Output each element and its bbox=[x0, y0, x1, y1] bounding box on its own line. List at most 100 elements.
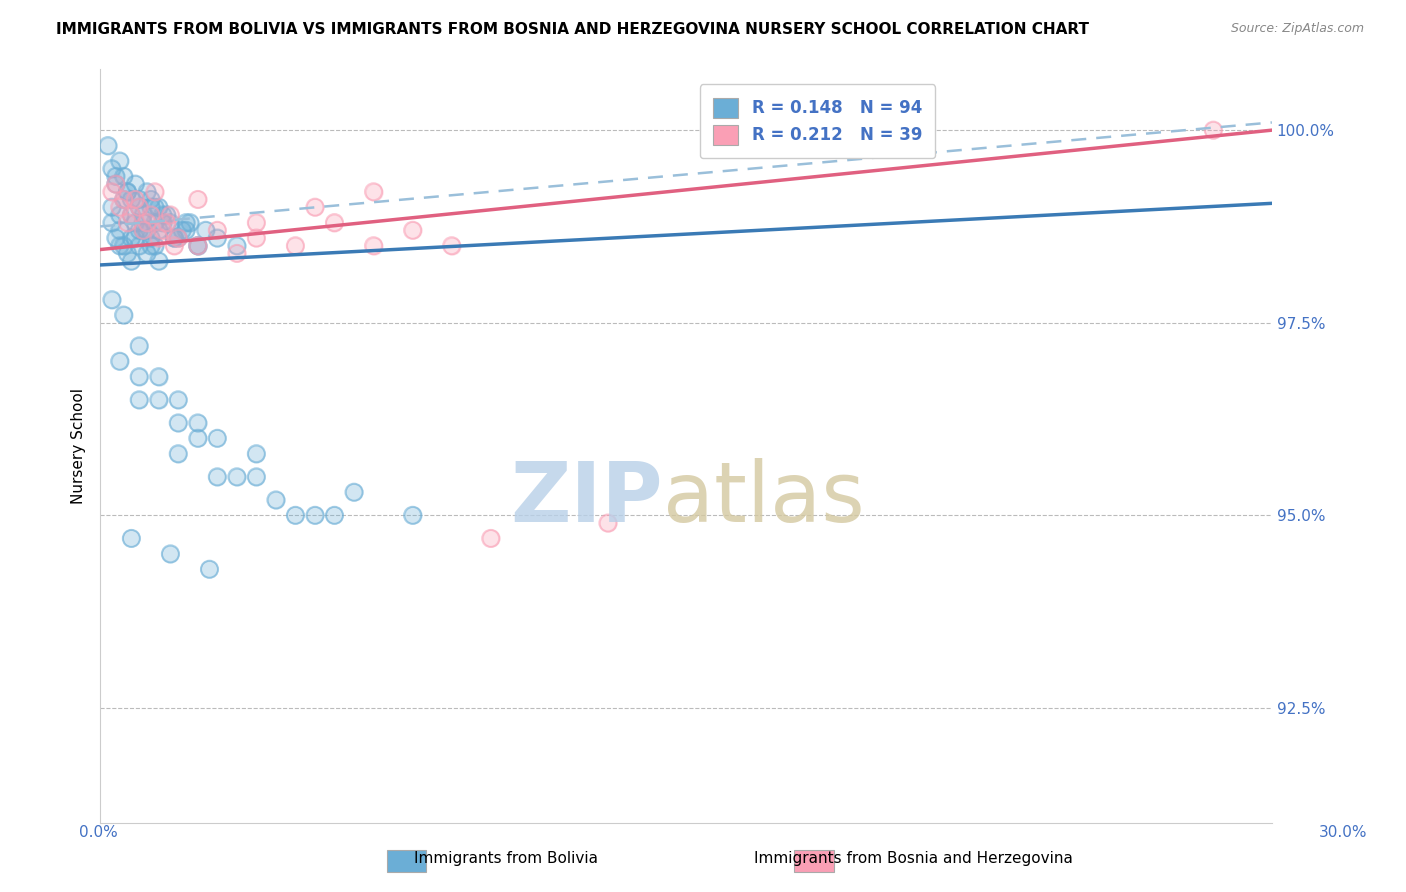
Point bbox=[128, 238, 150, 252]
Point bbox=[207, 231, 229, 245]
Point bbox=[128, 200, 150, 214]
Point bbox=[101, 200, 124, 214]
Point bbox=[128, 339, 150, 353]
Point bbox=[108, 354, 131, 368]
Point bbox=[207, 470, 229, 484]
Point bbox=[132, 216, 155, 230]
Point bbox=[139, 208, 162, 222]
Point bbox=[401, 508, 423, 523]
Point bbox=[245, 447, 267, 461]
Point bbox=[163, 231, 186, 245]
Point bbox=[117, 216, 139, 230]
Point bbox=[155, 216, 177, 230]
Point bbox=[136, 216, 159, 230]
Point bbox=[128, 339, 150, 353]
Point bbox=[101, 161, 124, 176]
Point bbox=[148, 231, 170, 245]
Point bbox=[143, 216, 166, 230]
Point bbox=[148, 223, 170, 237]
Point bbox=[148, 392, 170, 407]
Point bbox=[139, 231, 162, 245]
Point bbox=[323, 216, 346, 230]
Point bbox=[120, 193, 142, 207]
Point bbox=[159, 547, 181, 561]
Point bbox=[1202, 123, 1225, 137]
Point bbox=[136, 223, 159, 237]
Point bbox=[108, 208, 131, 222]
Point bbox=[120, 231, 142, 245]
Point bbox=[124, 216, 146, 230]
Point bbox=[104, 169, 127, 184]
Point bbox=[323, 508, 346, 523]
Point bbox=[152, 223, 174, 237]
Point bbox=[401, 223, 423, 237]
Point bbox=[143, 200, 166, 214]
Point bbox=[596, 516, 619, 530]
Point bbox=[108, 238, 131, 252]
Point bbox=[143, 238, 166, 252]
Point bbox=[245, 216, 267, 230]
Point bbox=[108, 238, 131, 252]
Point bbox=[104, 231, 127, 245]
Point bbox=[139, 193, 162, 207]
Point bbox=[363, 185, 385, 199]
Point bbox=[187, 238, 209, 252]
Text: Source: ZipAtlas.com: Source: ZipAtlas.com bbox=[1230, 22, 1364, 36]
Point bbox=[284, 508, 307, 523]
Point bbox=[187, 431, 209, 445]
Text: Immigrants from Bosnia and Herzegovina: Immigrants from Bosnia and Herzegovina bbox=[755, 851, 1073, 865]
Point bbox=[264, 492, 287, 507]
Point bbox=[198, 562, 221, 576]
Point bbox=[187, 416, 209, 430]
Point bbox=[159, 547, 181, 561]
Point bbox=[167, 416, 190, 430]
Point bbox=[104, 177, 127, 191]
Point bbox=[284, 238, 307, 252]
Point bbox=[159, 208, 181, 222]
Point bbox=[148, 200, 170, 214]
Point bbox=[187, 193, 209, 207]
Point bbox=[194, 223, 217, 237]
Point bbox=[143, 238, 166, 252]
Point bbox=[167, 447, 190, 461]
Point bbox=[245, 447, 267, 461]
Point bbox=[128, 223, 150, 237]
Point bbox=[245, 216, 267, 230]
Point bbox=[120, 208, 142, 222]
Point bbox=[207, 431, 229, 445]
Point bbox=[128, 193, 150, 207]
Point bbox=[207, 470, 229, 484]
Point bbox=[108, 223, 131, 237]
Point bbox=[132, 216, 155, 230]
Legend: R = 0.148   N = 94, R = 0.212   N = 39: R = 0.148 N = 94, R = 0.212 N = 39 bbox=[700, 85, 935, 159]
Point bbox=[304, 508, 326, 523]
Point bbox=[225, 470, 247, 484]
Point bbox=[440, 238, 463, 252]
Point bbox=[139, 200, 162, 214]
Point bbox=[120, 532, 142, 546]
Point bbox=[148, 231, 170, 245]
Point bbox=[143, 200, 166, 214]
Point bbox=[136, 185, 159, 199]
Point bbox=[117, 185, 139, 199]
Point bbox=[97, 138, 120, 153]
Point bbox=[174, 223, 197, 237]
Point bbox=[128, 200, 150, 214]
Point bbox=[245, 231, 267, 245]
Point bbox=[136, 246, 159, 260]
Point bbox=[304, 200, 326, 214]
Point bbox=[136, 246, 159, 260]
Point bbox=[187, 238, 209, 252]
Point bbox=[120, 532, 142, 546]
Point bbox=[479, 532, 502, 546]
Point bbox=[198, 562, 221, 576]
Point bbox=[128, 392, 150, 407]
Point bbox=[112, 169, 135, 184]
Point bbox=[163, 231, 186, 245]
Point bbox=[97, 138, 120, 153]
Point bbox=[225, 246, 247, 260]
Point bbox=[139, 231, 162, 245]
Point bbox=[112, 238, 135, 252]
Text: 30.0%: 30.0% bbox=[1319, 825, 1367, 840]
Point bbox=[128, 223, 150, 237]
